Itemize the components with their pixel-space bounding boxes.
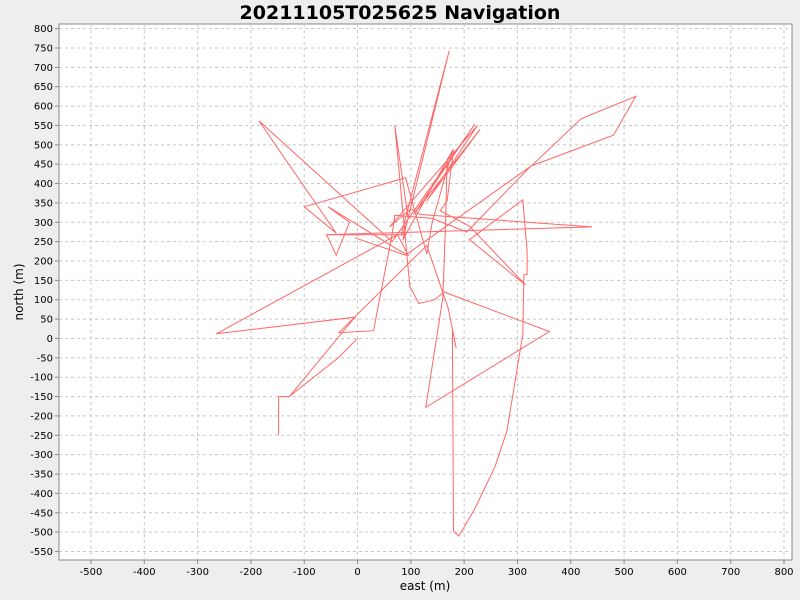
x-tick-label: 0 bbox=[354, 567, 360, 578]
x-tick-label: -100 bbox=[293, 567, 316, 578]
y-tick-label: 550 bbox=[34, 121, 53, 132]
y-tick-label: 150 bbox=[34, 276, 53, 287]
y-tick-label: 250 bbox=[34, 237, 53, 248]
y-tick-label: 400 bbox=[34, 179, 53, 190]
y-tick-label: -100 bbox=[30, 373, 53, 384]
y-tick-label: 600 bbox=[34, 102, 53, 113]
x-tick-label: 800 bbox=[774, 567, 793, 578]
x-tick-label: -200 bbox=[240, 567, 263, 578]
tick-layer: -500 -400 -300 -200 -100 0 100 200 300 400 500 600 7… bbox=[30, 24, 793, 578]
grid-layer bbox=[59, 24, 792, 560]
y-tick-label: 200 bbox=[34, 257, 53, 268]
series-layer bbox=[216, 50, 637, 537]
y-tick-label: -450 bbox=[30, 508, 53, 519]
y-tick-label: -150 bbox=[30, 392, 53, 403]
y-tick-label: 750 bbox=[34, 44, 53, 55]
y-tick-label: 50 bbox=[40, 315, 53, 326]
x-tick-label: 500 bbox=[615, 567, 634, 578]
y-tick-label: -50 bbox=[37, 353, 53, 364]
x-tick-label: -500 bbox=[80, 567, 103, 578]
y-tick-label: 450 bbox=[34, 160, 53, 171]
y-tick-label: 650 bbox=[34, 82, 53, 93]
y-tick-label: -500 bbox=[30, 528, 53, 539]
x-axis-label: east (m) bbox=[400, 579, 451, 593]
x-tick-label: 700 bbox=[721, 567, 740, 578]
y-tick-label: 350 bbox=[34, 198, 53, 209]
x-tick-label: 600 bbox=[668, 567, 687, 578]
y-axis-label: north (m) bbox=[12, 263, 26, 320]
y-tick-label: 800 bbox=[34, 24, 53, 35]
y-tick-label: -300 bbox=[30, 450, 53, 461]
y-tick-label: -200 bbox=[30, 411, 53, 422]
chart-title: 20211105T025625 Navigation bbox=[240, 2, 561, 24]
x-tick-label: -400 bbox=[133, 567, 156, 578]
plot-area bbox=[58, 23, 793, 561]
y-tick-label: -350 bbox=[30, 470, 53, 481]
y-tick-label: 100 bbox=[34, 295, 53, 306]
y-tick-label: 700 bbox=[34, 63, 53, 74]
x-tick-label: 200 bbox=[455, 567, 474, 578]
x-tick-label: 100 bbox=[401, 567, 420, 578]
navigation-track-line bbox=[216, 50, 637, 537]
x-tick-label: 400 bbox=[561, 567, 580, 578]
y-tick-label: 500 bbox=[34, 140, 53, 151]
x-tick-label: -300 bbox=[186, 567, 209, 578]
y-tick-label: -400 bbox=[30, 489, 53, 500]
y-tick-label: -550 bbox=[30, 547, 53, 558]
y-tick-label: 0 bbox=[47, 334, 53, 345]
x-tick-label: 300 bbox=[508, 567, 527, 578]
y-tick-label: 300 bbox=[34, 218, 53, 229]
y-tick-label: -250 bbox=[30, 431, 53, 442]
